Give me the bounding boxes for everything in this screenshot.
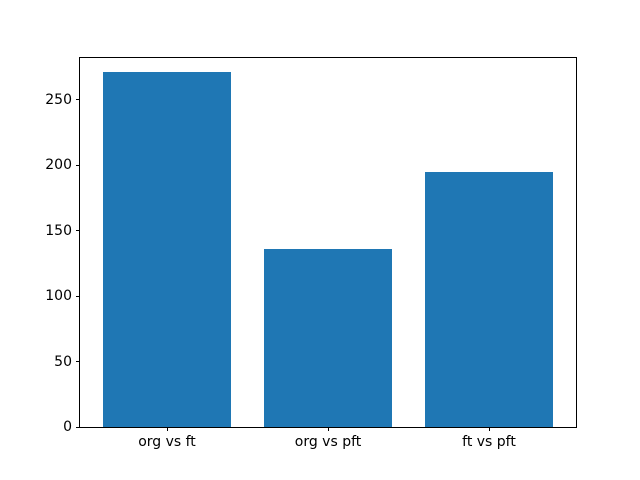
y-tick — [76, 230, 80, 231]
y-tick — [76, 165, 80, 166]
bar-ft-vs-pft — [424, 171, 554, 427]
x-tick-label: org vs ft — [138, 434, 196, 450]
y-tick — [76, 361, 80, 362]
bar-org-vs-pft — [263, 249, 393, 427]
x-tick-label: org vs pft — [294, 434, 362, 450]
x-tick — [328, 427, 329, 431]
x-tick — [489, 427, 490, 431]
y-tick-label: 0 — [63, 419, 72, 435]
y-tick — [76, 99, 80, 100]
y-tick — [76, 296, 80, 297]
y-tick-label: 200 — [45, 157, 72, 173]
y-tick-label: 50 — [54, 354, 72, 370]
y-tick — [76, 427, 80, 428]
y-tick-label: 100 — [45, 288, 72, 304]
x-tick-label: ft vs pft — [462, 434, 516, 450]
bar-org-vs-ft — [102, 72, 232, 427]
y-tick-label: 250 — [45, 92, 72, 108]
y-tick-label: 150 — [45, 223, 72, 239]
plot-area: org vs ft org vs pft ft vs pft 0 50 100 150 200… — [45, 57, 577, 450]
x-tick — [167, 427, 168, 431]
